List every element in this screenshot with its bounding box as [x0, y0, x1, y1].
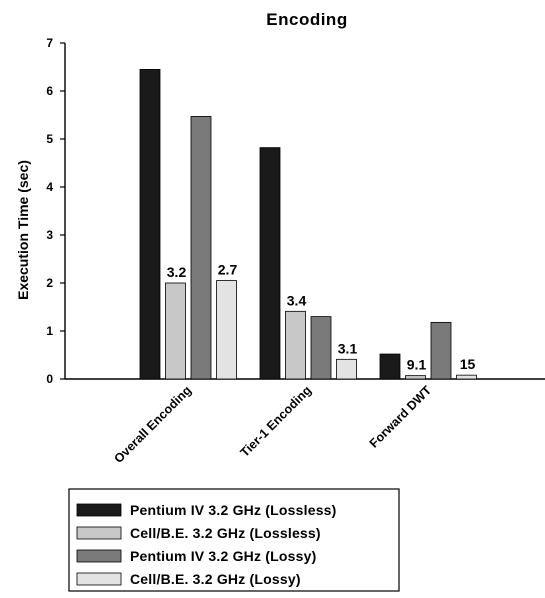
- bar: [165, 282, 186, 380]
- legend-box: [68, 488, 400, 592]
- data-label: 3.4: [287, 292, 307, 308]
- bar: [336, 358, 357, 380]
- bar: [259, 147, 281, 380]
- data-label: 15: [460, 356, 476, 372]
- data-label: 3.2: [167, 264, 187, 280]
- bar: [190, 116, 212, 380]
- bar: [405, 375, 426, 380]
- axes: 0 1 2 3 4 5 6 7 Overall Encoding Tier-1 Encoding F…: [46, 36, 545, 466]
- bar: [139, 69, 161, 380]
- bar: [310, 316, 332, 380]
- legend-swatch: [76, 503, 122, 517]
- bar: [379, 353, 401, 380]
- bars: 3.2 2.7 3.4 3.1 9.1 15: [139, 69, 477, 380]
- bar: [216, 280, 237, 380]
- x-tick-label: Tier-1 Encoding: [238, 383, 315, 460]
- legend: Pentium IV 3.2 GHz (Lossless) Cell/B.E. 3…: [68, 488, 400, 592]
- y-axis-label: Execution Time (sec): [15, 160, 31, 300]
- legend-swatch: [76, 549, 122, 563]
- bar: [285, 310, 306, 380]
- data-label: 2.7: [218, 262, 238, 278]
- y-tick-label: 4: [46, 180, 53, 194]
- legend-swatch: [76, 526, 122, 540]
- y-tick-label: 6: [46, 84, 53, 98]
- y-tick-label: 3: [46, 228, 53, 242]
- chart-title: Encoding: [266, 10, 347, 29]
- legend-label: Cell/B.E. 3.2 GHz (Lossless): [130, 525, 321, 541]
- x-tick-label: Forward DWT: [367, 383, 435, 451]
- y-tick-label: 0: [46, 372, 53, 386]
- y-tick-label: 1: [46, 324, 53, 338]
- legend-swatch: [76, 572, 122, 586]
- y-tick-label: 5: [46, 132, 53, 146]
- y-tick-label: 7: [46, 36, 53, 50]
- bar: [430, 321, 452, 380]
- y-tick-label: 2: [46, 276, 53, 290]
- legend-label: Pentium IV 3.2 GHz (Lossy): [130, 548, 316, 564]
- bar: [456, 374, 477, 380]
- data-label: 3.1: [338, 340, 358, 356]
- data-label: 9.1: [407, 357, 427, 373]
- x-tick-label: Overall Encoding: [112, 383, 195, 466]
- legend-label: Pentium IV 3.2 GHz (Lossless): [130, 502, 337, 518]
- legend-label: Cell/B.E. 3.2 GHz (Lossy): [130, 571, 301, 587]
